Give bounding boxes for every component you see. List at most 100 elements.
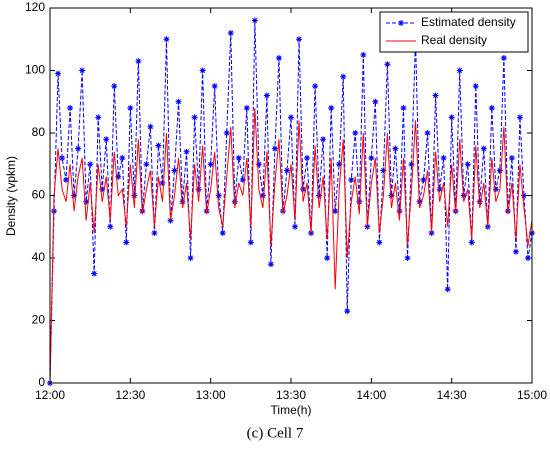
x-tick-label: 13:00 [196, 388, 226, 402]
point-marker [396, 208, 403, 215]
point-marker [263, 92, 270, 99]
point-marker [155, 142, 162, 149]
point-marker [275, 55, 282, 61]
point-marker [344, 308, 351, 315]
point-marker [292, 223, 299, 230]
point-marker [296, 36, 303, 43]
point-marker [159, 180, 166, 186]
point-marker [320, 136, 327, 143]
y-tick-label: 0 [38, 375, 45, 389]
y-tick-label: 80 [32, 125, 46, 139]
x-tick-label: 12:00 [35, 388, 65, 402]
x-tick-label: 13:30 [276, 388, 306, 402]
point-marker [388, 192, 395, 199]
point-marker [288, 114, 294, 121]
point-marker [247, 239, 254, 246]
x-tick-label: 14:30 [437, 388, 467, 402]
point-marker [243, 105, 250, 111]
point-marker [324, 255, 331, 261]
plot-area [50, 8, 532, 383]
point-marker [163, 36, 170, 43]
point-marker [360, 51, 367, 58]
x-tick-label: 12:30 [115, 388, 145, 402]
legend-box [379, 11, 529, 53]
point-marker [183, 148, 190, 155]
point-marker [147, 123, 154, 130]
point-marker [123, 239, 130, 246]
point-marker [420, 176, 427, 183]
point-marker [99, 186, 106, 193]
point-marker [255, 161, 262, 168]
point-marker [508, 155, 515, 161]
point-marker [115, 173, 122, 180]
point-marker [211, 83, 218, 90]
point-marker [131, 192, 138, 199]
point-marker [239, 176, 246, 183]
series-line [49, 107, 533, 384]
point-marker [283, 167, 290, 174]
y-tick-label: 100 [25, 63, 45, 77]
y-tick-label: 120 [25, 0, 45, 14]
point-marker [496, 167, 503, 174]
point-marker [195, 186, 202, 193]
point-marker [199, 67, 206, 74]
point-marker [191, 114, 198, 121]
point-marker [223, 130, 230, 136]
point-marker [468, 239, 475, 246]
point-marker [135, 58, 142, 65]
x-tick-label: 15:00 [517, 388, 547, 402]
point-marker [259, 192, 266, 199]
point-marker [336, 161, 343, 168]
point-marker [328, 105, 335, 111]
point-marker [227, 30, 234, 36]
point-marker [448, 114, 455, 121]
point-marker [424, 130, 431, 136]
legend-marker [398, 20, 404, 26]
y-axis-label: Density (vpkm) [4, 156, 18, 236]
point-marker [524, 255, 531, 261]
point-marker [107, 223, 114, 230]
y-tick-label: 60 [32, 188, 46, 202]
x-tick-label: 14:00 [356, 388, 386, 402]
point-marker [392, 145, 399, 152]
point-marker [384, 61, 391, 68]
point-marker [83, 198, 90, 205]
point-marker [187, 255, 194, 261]
point-marker [500, 55, 507, 61]
point-marker [55, 70, 62, 77]
point-marker [480, 145, 487, 152]
point-marker [267, 261, 274, 268]
point-marker [332, 208, 339, 215]
y-tick-label: 20 [32, 313, 46, 327]
point-marker [87, 161, 94, 168]
point-marker [119, 155, 126, 161]
point-marker [316, 192, 323, 199]
point-marker [127, 105, 134, 111]
point-marker [215, 192, 222, 199]
point-marker [179, 198, 186, 205]
point-marker [404, 255, 411, 261]
point-marker [175, 98, 182, 105]
legend-label: Real density [421, 33, 487, 47]
legend-label: Estimated density [421, 15, 516, 29]
point-marker [440, 155, 447, 161]
y-tick-label: 40 [32, 250, 46, 264]
x-axis-label: Time(h) [271, 403, 312, 417]
point-marker [312, 83, 319, 90]
point-marker [348, 176, 355, 183]
point-marker [95, 114, 102, 121]
point-marker [79, 67, 86, 74]
point-marker [71, 192, 78, 199]
point-marker [516, 114, 523, 121]
point-marker [464, 161, 471, 168]
point-marker [368, 155, 375, 161]
point-marker [171, 167, 178, 174]
caption: (c) Cell 7 [247, 425, 304, 441]
point-marker [520, 192, 527, 199]
point-marker [340, 73, 347, 80]
point-marker [143, 161, 150, 168]
point-marker [300, 186, 307, 193]
point-marker [59, 155, 66, 161]
point-marker [235, 155, 242, 161]
